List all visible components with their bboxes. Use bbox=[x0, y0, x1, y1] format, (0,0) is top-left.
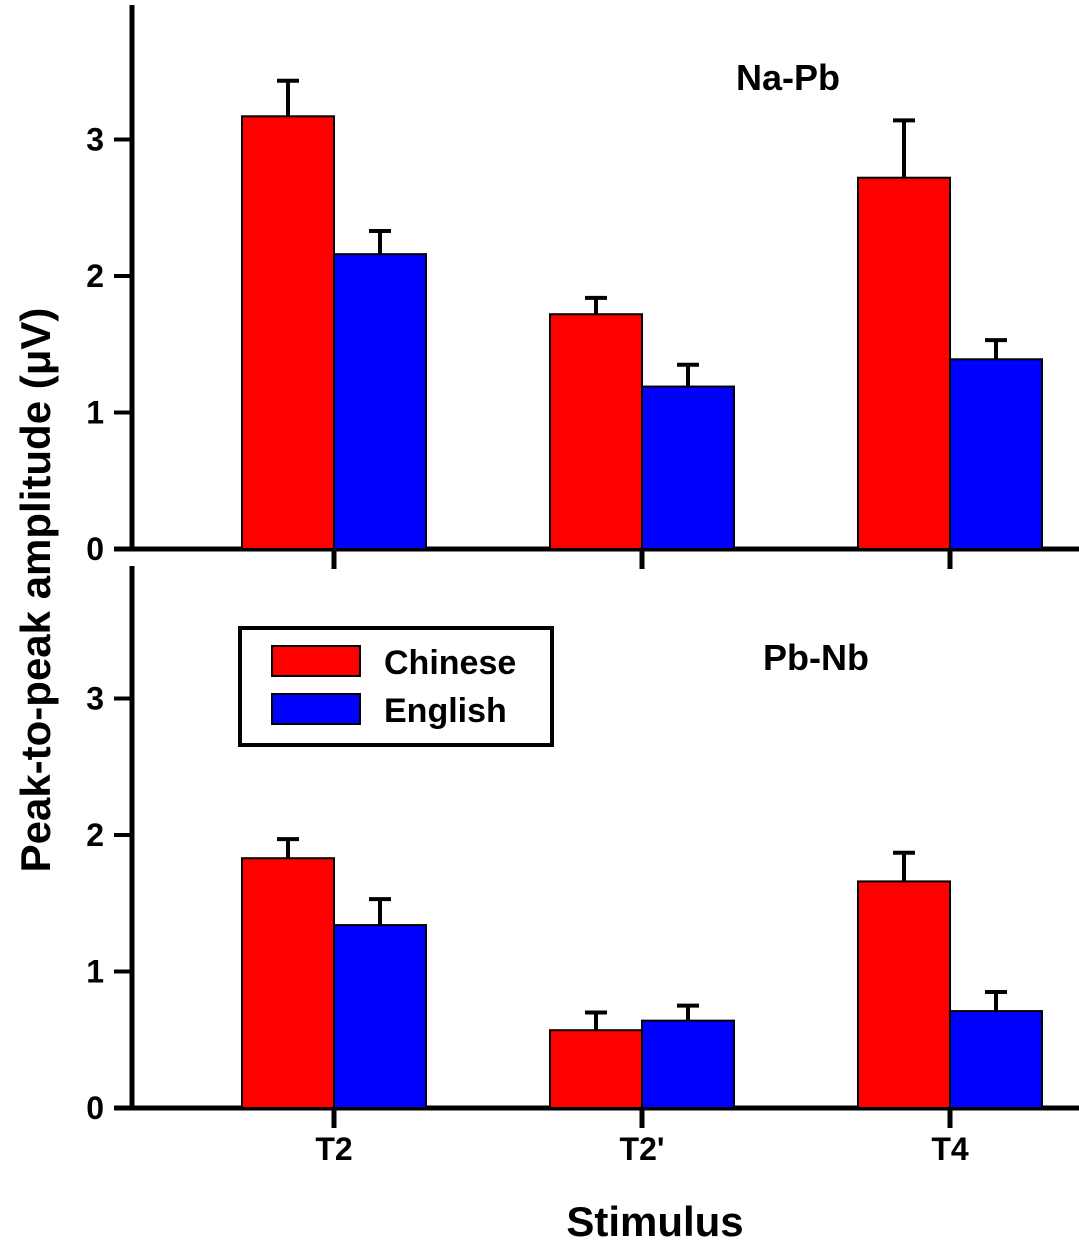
legend-label-english: English bbox=[384, 692, 507, 730]
x-tick-labels: T2 T2' T4 bbox=[315, 1131, 969, 1167]
bar-pb-nb-chinese-t4 bbox=[857, 880, 951, 1109]
bar-pb-nb-english-t2 bbox=[333, 924, 427, 1110]
bar-na-pb-english-t2 bbox=[641, 385, 735, 550]
bar-pb-nb-chinese-t2 bbox=[241, 857, 335, 1110]
x-tick-label-t4: T4 bbox=[931, 1131, 969, 1167]
panel-na-pb: 0 1 2 3 bbox=[86, 5, 1079, 569]
panel-pb-nb: 0 1 2 3 bbox=[86, 566, 1079, 1128]
x-tick-label-t2: T2' bbox=[620, 1131, 665, 1167]
y-tick-label-na-pb-2: 2 bbox=[86, 258, 104, 294]
x-tick-label-t2: T2 bbox=[315, 1131, 352, 1167]
bar-na-pb-english-t2 bbox=[333, 253, 427, 550]
legend-swatch-english bbox=[271, 693, 361, 725]
y-tick-label-na-pb-0: 0 bbox=[86, 531, 104, 567]
y-tick-label-pb-nb-2: 2 bbox=[86, 817, 104, 853]
bar-na-pb-chinese-t4 bbox=[857, 176, 951, 550]
legend-swatch-chinese bbox=[271, 645, 361, 677]
y-tick-label-pb-nb-1: 1 bbox=[86, 954, 104, 990]
y-axis-label: Peak-to-peak amplitude (μV) bbox=[12, 308, 59, 873]
legend: Chinese English bbox=[238, 626, 554, 747]
y-tick-label-pb-nb-3: 3 bbox=[86, 681, 104, 717]
legend-label-chinese: Chinese bbox=[384, 644, 516, 682]
y-tick-label-pb-nb-0: 0 bbox=[86, 1090, 104, 1126]
bar-pb-nb-english-t4 bbox=[949, 1010, 1043, 1110]
bar-na-pb-english-t4 bbox=[949, 358, 1043, 551]
bar-na-pb-chinese-t2 bbox=[549, 313, 643, 550]
y-tick-label-na-pb-1: 1 bbox=[86, 395, 104, 431]
bar-pb-nb-chinese-t2 bbox=[549, 1029, 643, 1109]
bar-na-pb-chinese-t2 bbox=[241, 115, 335, 550]
x-axis-label: Stimulus bbox=[566, 1198, 743, 1245]
panel-title-pb-nb: Pb-Nb bbox=[763, 637, 869, 678]
panel-title-na-pb: Na-Pb bbox=[736, 57, 840, 98]
bar-pb-nb-english-t2 bbox=[641, 1019, 735, 1110]
y-tick-label-na-pb-3: 3 bbox=[86, 122, 104, 158]
